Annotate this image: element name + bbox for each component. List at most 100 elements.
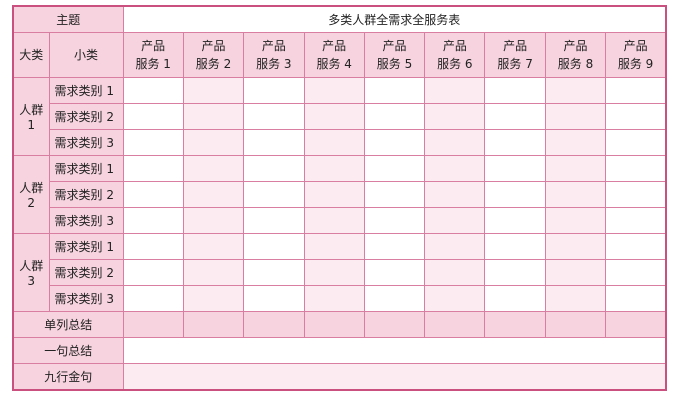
data-cell[interactable] bbox=[182, 259, 245, 286]
data-cell[interactable] bbox=[122, 155, 184, 182]
data-cell[interactable] bbox=[363, 285, 426, 312]
data-cell[interactable] bbox=[122, 285, 184, 312]
data-cell[interactable] bbox=[243, 181, 305, 208]
column-summary-cell[interactable] bbox=[484, 311, 546, 338]
column-summary-cell[interactable] bbox=[122, 311, 184, 338]
product-header-1: 产品 服务 1 bbox=[122, 32, 184, 78]
data-cell[interactable] bbox=[303, 259, 365, 286]
data-cell[interactable] bbox=[363, 103, 426, 130]
data-cell[interactable] bbox=[243, 103, 305, 130]
data-cell[interactable] bbox=[544, 77, 607, 104]
data-cell[interactable] bbox=[243, 259, 305, 286]
data-cell[interactable] bbox=[424, 129, 486, 156]
product-header-6: 产品 服务 6 bbox=[424, 32, 486, 78]
data-cell[interactable] bbox=[484, 233, 546, 260]
data-cell[interactable] bbox=[243, 129, 305, 156]
data-cell[interactable] bbox=[363, 259, 426, 286]
data-cell[interactable] bbox=[303, 129, 365, 156]
product-header-line2: 服务 8 bbox=[557, 57, 594, 71]
data-cell[interactable] bbox=[544, 155, 607, 182]
data-cell[interactable] bbox=[484, 103, 546, 130]
data-cell[interactable] bbox=[363, 181, 426, 208]
data-cell[interactable] bbox=[484, 155, 546, 182]
data-cell[interactable] bbox=[182, 207, 245, 234]
table-title[interactable]: 多类人群全需求全服务表 bbox=[122, 5, 667, 33]
product-header-line1: 产品 bbox=[623, 39, 648, 53]
column-summary-cell[interactable] bbox=[182, 311, 245, 338]
data-cell[interactable] bbox=[182, 233, 245, 260]
data-cell[interactable] bbox=[303, 103, 365, 130]
data-cell[interactable] bbox=[605, 181, 667, 208]
data-cell[interactable] bbox=[544, 233, 607, 260]
data-cell[interactable] bbox=[122, 103, 184, 130]
data-cell[interactable] bbox=[122, 181, 184, 208]
data-cell[interactable] bbox=[363, 233, 426, 260]
column-summary-cell[interactable] bbox=[363, 311, 426, 338]
data-cell[interactable] bbox=[303, 233, 365, 260]
data-cell[interactable] bbox=[605, 129, 667, 156]
data-cell[interactable] bbox=[243, 155, 305, 182]
data-cell[interactable] bbox=[243, 285, 305, 312]
data-cell[interactable] bbox=[243, 77, 305, 104]
data-cell[interactable] bbox=[544, 207, 607, 234]
data-cell[interactable] bbox=[363, 207, 426, 234]
data-cell[interactable] bbox=[544, 259, 607, 286]
table-row: 人群 1 需求类别 1 bbox=[12, 77, 667, 156]
data-cell[interactable] bbox=[605, 207, 667, 234]
data-cell[interactable] bbox=[544, 285, 607, 312]
data-cell[interactable] bbox=[243, 233, 305, 260]
data-cell[interactable] bbox=[484, 129, 546, 156]
data-cell[interactable] bbox=[243, 207, 305, 234]
data-cell[interactable] bbox=[303, 181, 365, 208]
nine-lines-label: 九行金句 bbox=[12, 363, 124, 391]
data-cell[interactable] bbox=[605, 103, 667, 130]
data-cell[interactable] bbox=[484, 77, 546, 104]
data-cell[interactable] bbox=[122, 233, 184, 260]
data-cell[interactable] bbox=[182, 181, 245, 208]
column-summary-cell[interactable] bbox=[605, 311, 667, 338]
data-cell[interactable] bbox=[424, 285, 486, 312]
data-cell[interactable] bbox=[182, 129, 245, 156]
data-cell[interactable] bbox=[424, 233, 486, 260]
data-cell[interactable] bbox=[303, 207, 365, 234]
one-sentence-cell[interactable] bbox=[122, 337, 667, 364]
nine-lines-cell[interactable] bbox=[122, 363, 667, 391]
data-cell[interactable] bbox=[182, 103, 245, 130]
column-summary-cell[interactable] bbox=[544, 311, 607, 338]
column-summary-cell[interactable] bbox=[303, 311, 365, 338]
data-cell[interactable] bbox=[303, 155, 365, 182]
data-cell[interactable] bbox=[122, 129, 184, 156]
data-cell[interactable] bbox=[122, 259, 184, 286]
data-cell[interactable] bbox=[424, 181, 486, 208]
data-cell[interactable] bbox=[303, 285, 365, 312]
data-cell[interactable] bbox=[605, 259, 667, 286]
data-cell[interactable] bbox=[182, 77, 245, 104]
data-cell[interactable] bbox=[363, 77, 426, 104]
data-cell[interactable] bbox=[182, 285, 245, 312]
column-summary-cell[interactable] bbox=[243, 311, 305, 338]
data-cell[interactable] bbox=[484, 285, 546, 312]
data-cell[interactable] bbox=[122, 77, 184, 104]
data-cell[interactable] bbox=[484, 181, 546, 208]
data-cell[interactable] bbox=[544, 103, 607, 130]
data-cell[interactable] bbox=[424, 259, 486, 286]
data-cell[interactable] bbox=[605, 155, 667, 182]
data-cell[interactable] bbox=[484, 207, 546, 234]
data-cell[interactable] bbox=[544, 181, 607, 208]
data-cell[interactable] bbox=[424, 77, 486, 104]
data-cell[interactable] bbox=[605, 285, 667, 312]
data-cell[interactable] bbox=[544, 129, 607, 156]
data-cell[interactable] bbox=[424, 155, 486, 182]
data-cell[interactable] bbox=[303, 77, 365, 104]
table-row: 需求类别 2 bbox=[13, 103, 667, 130]
data-cell[interactable] bbox=[363, 129, 426, 156]
data-cell[interactable] bbox=[605, 233, 667, 260]
data-cell[interactable] bbox=[122, 207, 184, 234]
data-cell[interactable] bbox=[424, 207, 486, 234]
data-cell[interactable] bbox=[182, 155, 245, 182]
data-cell[interactable] bbox=[605, 77, 667, 104]
data-cell[interactable] bbox=[363, 155, 426, 182]
column-summary-cell[interactable] bbox=[424, 311, 486, 338]
data-cell[interactable] bbox=[424, 103, 486, 130]
data-cell[interactable] bbox=[484, 259, 546, 286]
